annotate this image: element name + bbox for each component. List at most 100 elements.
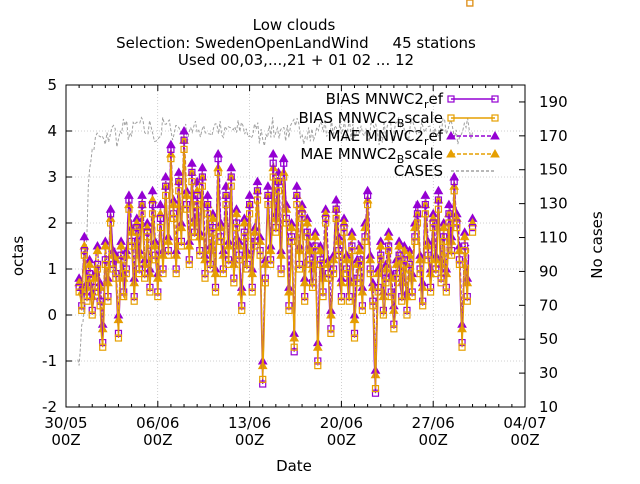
x-tick-label-date: 20/06 [320, 414, 363, 432]
data-point-marker [259, 380, 267, 388]
data-point-marker [219, 270, 227, 278]
data-point-marker [466, 0, 474, 7]
data-point-marker [125, 196, 133, 204]
data-point-marker [209, 228, 217, 236]
data-point-marker [114, 334, 123, 342]
data-point-marker [290, 343, 298, 351]
data-point-marker [259, 375, 267, 383]
data-point-marker [138, 210, 146, 218]
data-point-marker [459, 231, 470, 241]
data-point-marker [167, 145, 175, 153]
data-point-marker [154, 293, 162, 301]
y-tick-label: 5 [47, 76, 57, 94]
data-point-marker [444, 199, 454, 209]
data-point-marker [106, 210, 115, 218]
data-point-marker [155, 199, 166, 209]
data-point-marker [227, 173, 235, 181]
data-point-marker [340, 224, 348, 232]
data-point-marker [185, 260, 193, 268]
data-point-marker [277, 270, 285, 278]
data-point-marker [356, 260, 364, 268]
data-point-marker [156, 214, 165, 222]
data-point-marker [335, 251, 343, 259]
data-point-marker [227, 182, 235, 190]
data-point-marker [424, 256, 432, 264]
data-point-marker [450, 187, 458, 195]
data-point-marker [248, 288, 256, 296]
data-point-marker [274, 178, 283, 186]
data-point-marker [361, 237, 369, 245]
series-line [77, 116, 473, 366]
data-point-marker [379, 311, 387, 319]
data-point-marker [148, 201, 157, 209]
data-point-marker [311, 242, 319, 250]
data-point-marker [447, 95, 455, 103]
data-point-marker [371, 389, 380, 397]
data-point-marker [295, 265, 304, 273]
data-point-marker [225, 260, 233, 268]
data-point-marker [348, 247, 356, 255]
data-point-marker [230, 279, 238, 287]
x-axis-label: Date [276, 457, 312, 475]
data-point-marker [438, 222, 449, 232]
legend-label: BIAS MNWC2ref [326, 90, 444, 111]
data-point-marker [287, 233, 296, 241]
data-point-marker [392, 274, 401, 282]
data-point-marker [244, 190, 255, 199]
data-point-marker [345, 297, 353, 305]
data-point-marker [169, 214, 178, 222]
data-point-marker [138, 201, 146, 209]
x-tick-label-date: 06/06 [136, 414, 179, 432]
data-point-marker [411, 237, 419, 245]
data-point-marker [405, 265, 414, 273]
legend-item: BIAS MNWC2Bscale [299, 109, 499, 130]
data-point-marker [332, 214, 340, 222]
data-point-marker [298, 210, 306, 218]
data-point-marker [180, 145, 188, 153]
data-point-marker [256, 251, 264, 259]
data-point-marker [468, 228, 477, 236]
data-point-marker [421, 210, 429, 218]
data-point-marker [130, 297, 138, 305]
data-point-marker [303, 233, 311, 241]
data-point-marker [143, 228, 151, 236]
data-point-marker [385, 242, 393, 250]
x-tick-label-hour: 00Z [143, 431, 172, 449]
data-point-marker [209, 224, 217, 232]
y2-tick-label: 170 [539, 127, 568, 145]
data-point-marker [412, 199, 423, 209]
data-point-marker [243, 265, 251, 273]
data-point-marker [240, 228, 248, 236]
chart-title-line2: Selection: SwedenOpenLandWind 45 station… [116, 34, 476, 52]
data-point-marker [293, 191, 301, 199]
data-point-marker [146, 288, 154, 296]
y2-tick-label: 70 [539, 296, 558, 314]
data-point-marker [93, 260, 102, 268]
data-point-marker [264, 191, 272, 199]
data-point-marker [106, 219, 115, 227]
data-point-marker [148, 210, 157, 218]
data-point-marker [99, 343, 107, 351]
data-point-marker [173, 167, 184, 176]
x-tick-label-date: 30/05 [44, 414, 87, 432]
data-point-marker [141, 274, 149, 282]
data-point-marker [272, 228, 280, 236]
data-point-marker [101, 260, 109, 268]
data-point-marker [337, 297, 345, 305]
data-point-marker [187, 158, 197, 167]
data-point-marker [137, 190, 147, 199]
data-point-marker [322, 214, 330, 222]
data-point-marker [377, 256, 385, 264]
data-point-marker [413, 210, 422, 218]
data-point-marker [274, 187, 283, 195]
data-point-marker [198, 182, 206, 190]
x-tick-label-hour: 00Z [510, 431, 539, 449]
data-point-marker [387, 293, 395, 301]
axes-layer: 30/0500Z06/0600Z13/0600Z20/0600Z27/0600Z… [42, 76, 568, 449]
data-point-marker [369, 302, 377, 310]
y-tick-label: 0 [47, 306, 57, 324]
data-point-marker [198, 173, 206, 181]
y2-tick-label: 30 [539, 364, 558, 382]
y2-tick-label: 110 [539, 229, 568, 247]
